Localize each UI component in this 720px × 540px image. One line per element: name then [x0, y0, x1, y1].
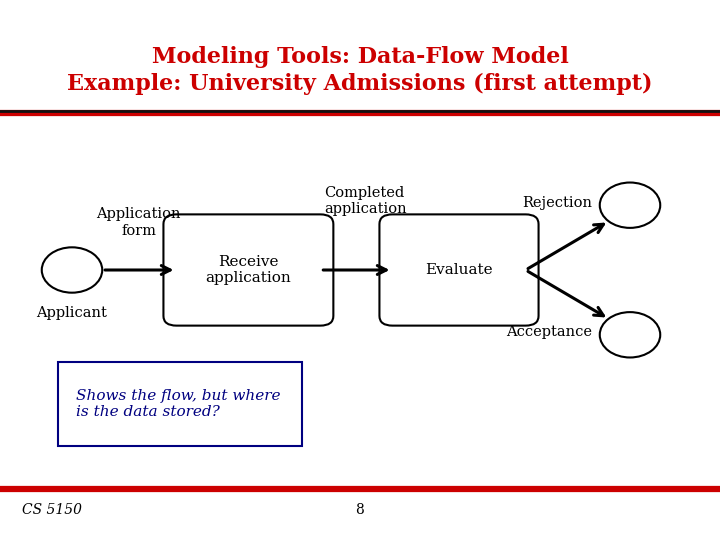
- Text: Acceptance: Acceptance: [507, 325, 593, 339]
- FancyBboxPatch shape: [379, 214, 539, 326]
- Text: Shows the flow, but where
is the data stored?: Shows the flow, but where is the data st…: [76, 389, 280, 419]
- FancyBboxPatch shape: [58, 362, 302, 446]
- Text: Applicant: Applicant: [37, 306, 107, 320]
- Text: Evaluate: Evaluate: [426, 263, 492, 277]
- Text: Receive
application: Receive application: [205, 255, 292, 285]
- Text: Rejection: Rejection: [523, 195, 593, 210]
- Text: 8: 8: [356, 503, 364, 517]
- Text: Modeling Tools: Data-Flow Model: Modeling Tools: Data-Flow Model: [152, 46, 568, 68]
- Text: Completed
application: Completed application: [324, 186, 407, 216]
- Text: CS 5150: CS 5150: [22, 503, 81, 517]
- FancyBboxPatch shape: [163, 214, 333, 326]
- Text: Example: University Admissions (first attempt): Example: University Admissions (first at…: [67, 73, 653, 94]
- Text: Application
form: Application form: [96, 207, 181, 238]
